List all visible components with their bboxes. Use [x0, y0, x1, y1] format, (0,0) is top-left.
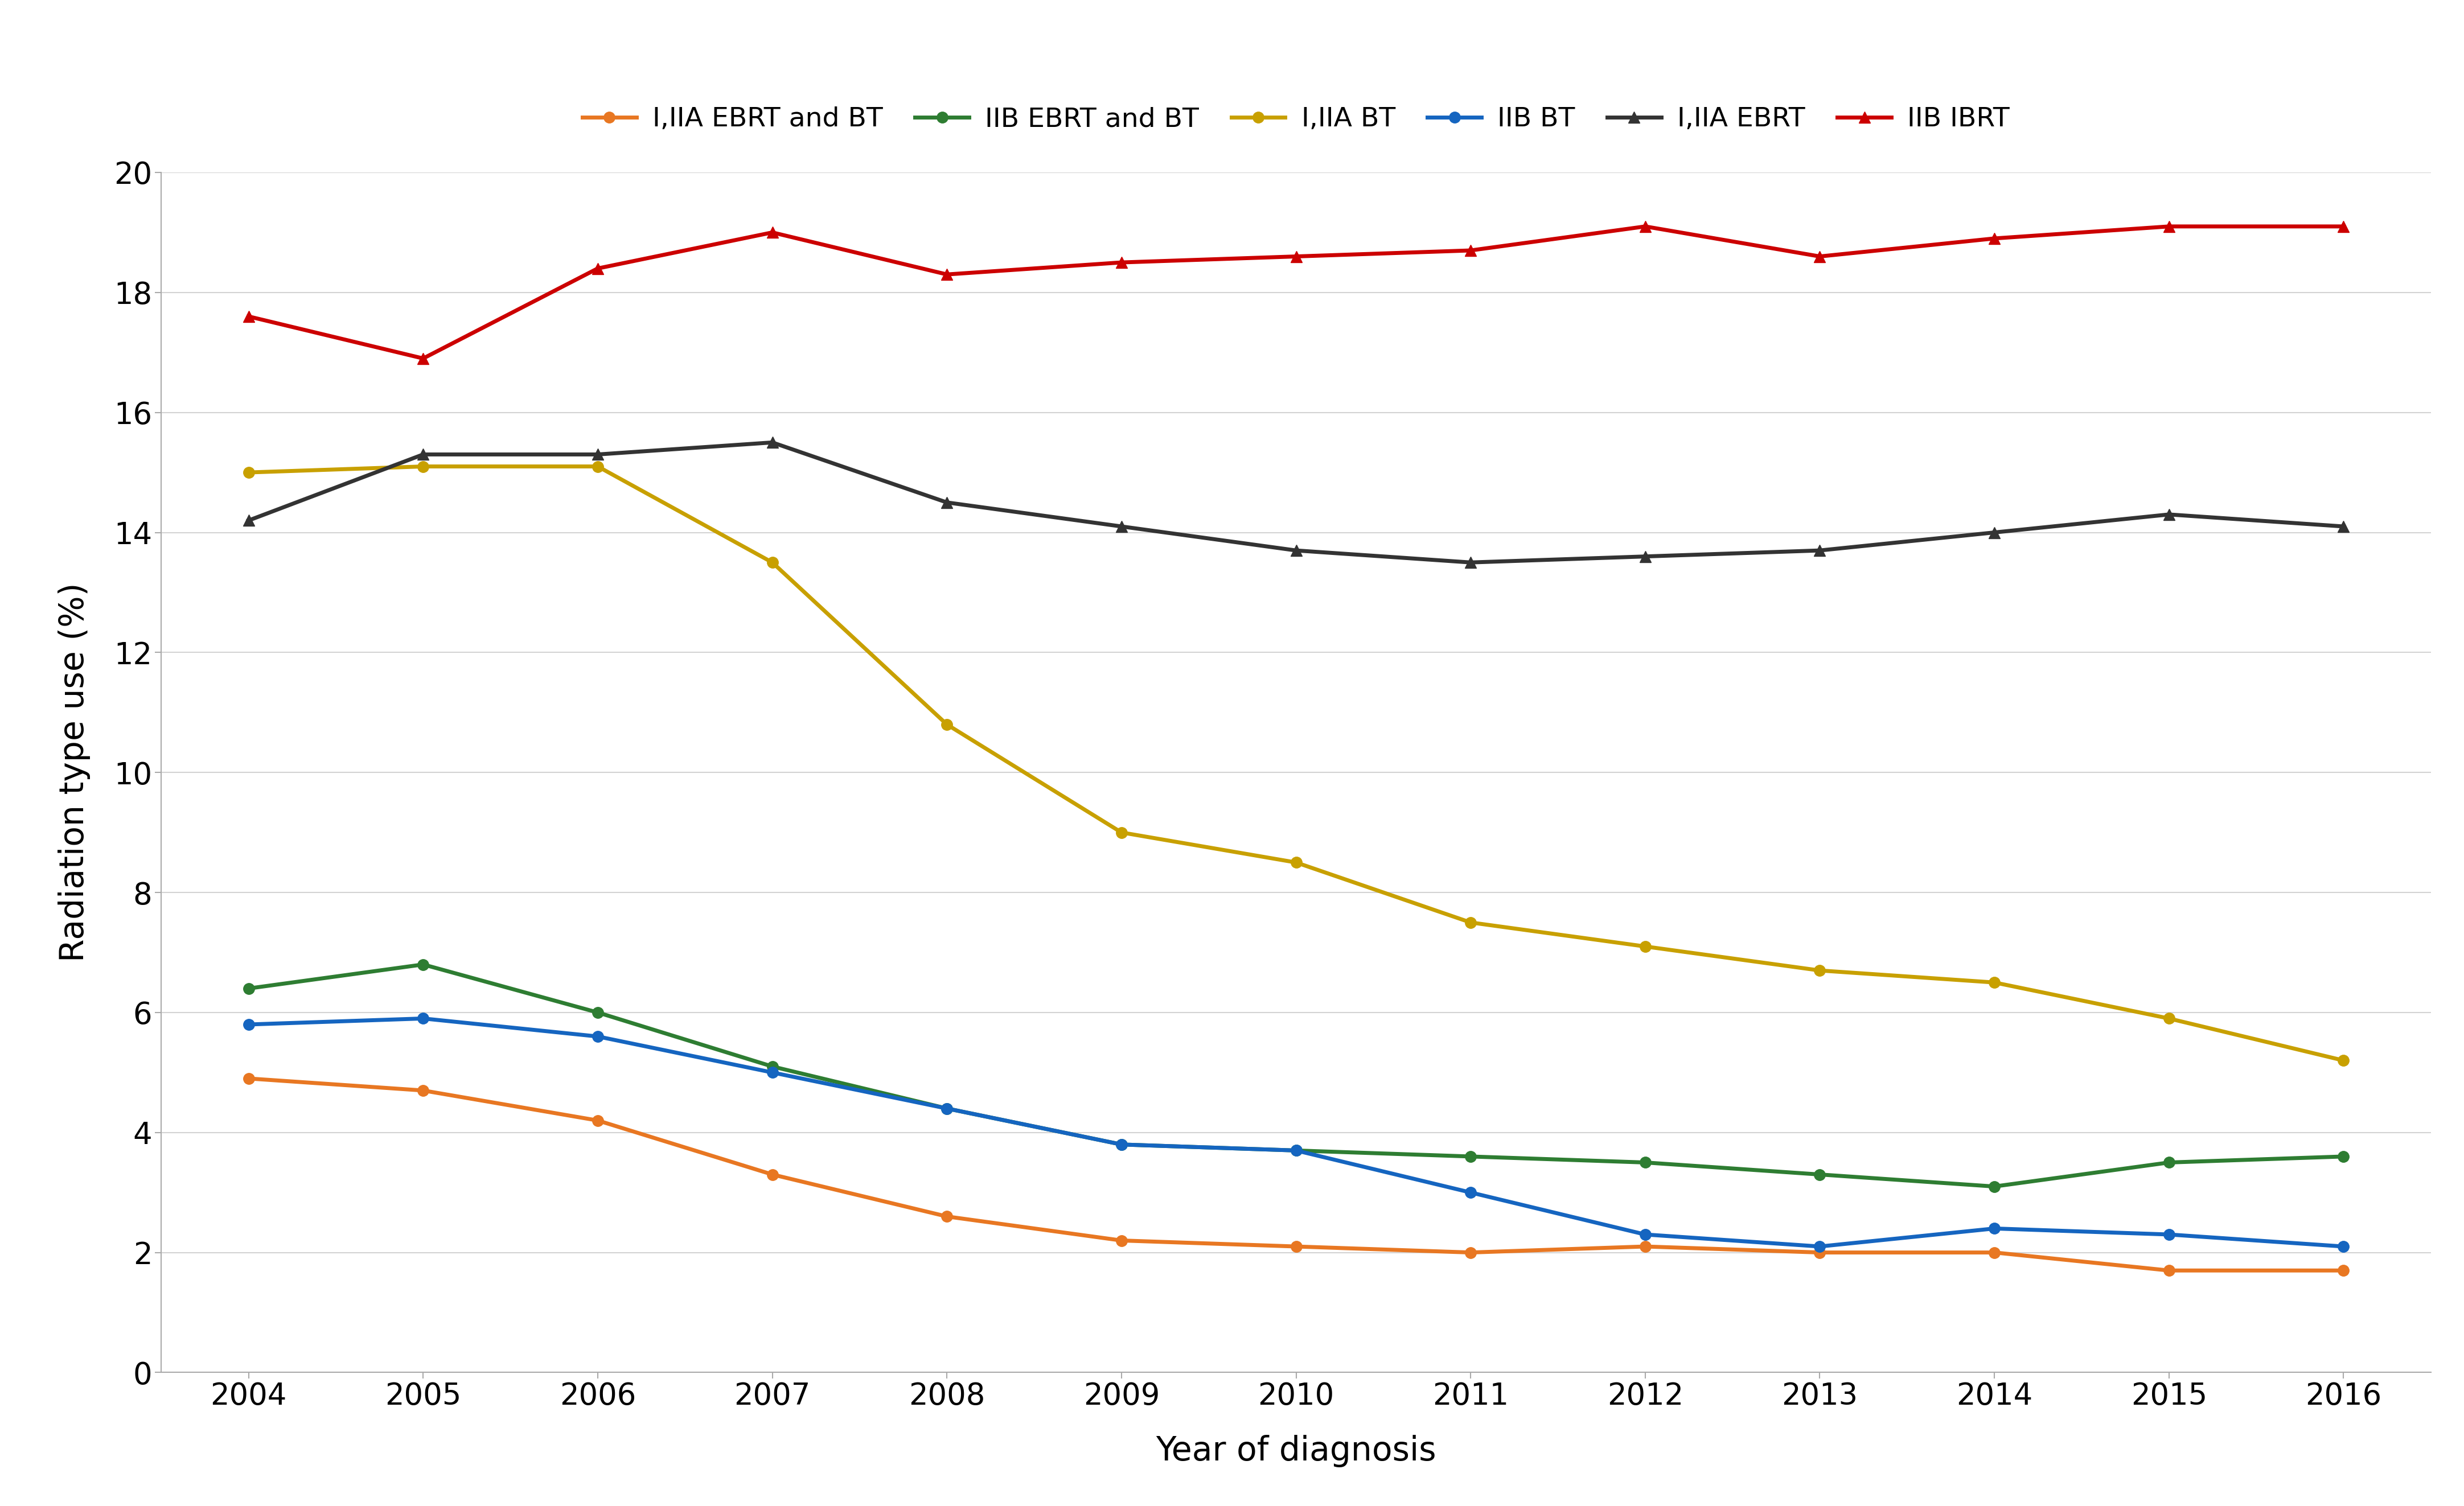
I,IIA EBRT and BT	[756, 1166, 786, 1184]
IIB EBRT and BT	[409, 955, 439, 973]
IIB IBRT	[2328, 217, 2358, 235]
I,IIA BT	[2328, 1051, 2358, 1069]
I,IIA EBRT and BT	[234, 1069, 264, 1087]
Y-axis label: Radiation type use (%): Radiation type use (%)	[57, 583, 91, 962]
IIB EBRT and BT	[756, 1057, 786, 1075]
IIB BT	[409, 1009, 439, 1027]
I,IIA BT	[1979, 973, 2008, 991]
I,IIA EBRT	[1281, 542, 1311, 560]
I,IIA EBRT and BT	[2328, 1262, 2358, 1280]
I,IIA EBRT and BT	[931, 1208, 961, 1226]
IIB EBRT and BT	[1806, 1166, 1836, 1184]
I,IIA EBRT	[756, 434, 786, 452]
Line: IIB IBRT: IIB IBRT	[244, 221, 2348, 364]
I,IIA EBRT and BT	[1979, 1244, 2008, 1262]
IIB EBRT and BT	[1281, 1142, 1311, 1160]
IIB BT	[2328, 1238, 2358, 1256]
I,IIA BT	[1281, 854, 1311, 872]
I,IIA EBRT and BT	[2154, 1262, 2183, 1280]
Line: I,IIA BT: I,IIA BT	[244, 461, 2348, 1066]
I,IIA BT	[2154, 1009, 2183, 1027]
IIB IBRT	[931, 265, 961, 283]
I,IIA EBRT	[1456, 553, 1486, 571]
Legend: I,IIA EBRT and BT, IIB EBRT and BT, I,IIA BT, IIB BT, I,IIA EBRT, IIB IBRT: I,IIA EBRT and BT, IIB EBRT and BT, I,II…	[572, 96, 2020, 143]
I,IIA EBRT and BT	[1106, 1232, 1136, 1250]
I,IIA EBRT	[1806, 542, 1836, 560]
IIB IBRT	[756, 223, 786, 241]
I,IIA EBRT and BT	[1631, 1238, 1661, 1256]
I,IIA EBRT	[234, 512, 264, 530]
I,IIA BT	[931, 715, 961, 733]
Line: I,IIA EBRT: I,IIA EBRT	[244, 437, 2348, 568]
IIB IBRT	[409, 349, 439, 367]
IIB IBRT	[1979, 229, 2008, 247]
IIB IBRT	[1281, 247, 1311, 265]
I,IIA EBRT	[409, 446, 439, 464]
IIB BT	[1979, 1220, 2008, 1238]
I,IIA EBRT and BT	[1281, 1238, 1311, 1256]
I,IIA EBRT	[1631, 547, 1661, 565]
IIB EBRT and BT	[1979, 1178, 2008, 1196]
IIB IBRT	[1806, 247, 1836, 265]
IIB BT	[756, 1063, 786, 1081]
IIB BT	[1806, 1238, 1836, 1256]
I,IIA BT	[234, 464, 264, 482]
IIB BT	[931, 1099, 961, 1117]
IIB BT	[1456, 1184, 1486, 1202]
IIB IBRT	[234, 307, 264, 325]
Line: I,IIA EBRT and BT: I,IIA EBRT and BT	[244, 1072, 2348, 1276]
IIB EBRT and BT	[2328, 1148, 2358, 1166]
I,IIA EBRT	[1979, 524, 2008, 542]
IIB BT	[584, 1027, 614, 1045]
IIB BT	[1631, 1226, 1661, 1244]
I,IIA BT	[1631, 937, 1661, 955]
I,IIA EBRT and BT	[1456, 1244, 1486, 1262]
I,IIA EBRT	[2154, 506, 2183, 524]
IIB IBRT	[2154, 217, 2183, 235]
I,IIA BT	[584, 458, 614, 476]
I,IIA BT	[1806, 961, 1836, 979]
IIB IBRT	[1106, 253, 1136, 271]
IIB BT	[234, 1015, 264, 1033]
I,IIA EBRT	[1106, 518, 1136, 536]
Line: IIB BT: IIB BT	[244, 1014, 2348, 1251]
IIB BT	[2154, 1226, 2183, 1244]
I,IIA EBRT	[2328, 518, 2358, 536]
I,IIA EBRT	[584, 446, 614, 464]
I,IIA BT	[1456, 914, 1486, 932]
IIB EBRT and BT	[2154, 1154, 2183, 1172]
I,IIA EBRT and BT	[1806, 1244, 1836, 1262]
IIB EBRT and BT	[584, 1003, 614, 1021]
IIB BT	[1106, 1136, 1136, 1154]
I,IIA BT	[756, 553, 786, 571]
IIB EBRT and BT	[1631, 1154, 1661, 1172]
X-axis label: Year of diagnosis: Year of diagnosis	[1156, 1435, 1437, 1467]
Line: IIB EBRT and BT: IIB EBRT and BT	[244, 959, 2348, 1193]
IIB IBRT	[584, 259, 614, 277]
IIB EBRT and BT	[234, 979, 264, 997]
IIB IBRT	[1456, 241, 1486, 259]
I,IIA EBRT	[931, 494, 961, 512]
IIB EBRT and BT	[1456, 1148, 1486, 1166]
IIB BT	[1281, 1142, 1311, 1160]
I,IIA BT	[409, 458, 439, 476]
IIB EBRT and BT	[931, 1099, 961, 1117]
I,IIA EBRT and BT	[409, 1081, 439, 1099]
IIB IBRT	[1631, 217, 1661, 235]
IIB EBRT and BT	[1106, 1136, 1136, 1154]
I,IIA BT	[1106, 824, 1136, 842]
I,IIA EBRT and BT	[584, 1111, 614, 1130]
